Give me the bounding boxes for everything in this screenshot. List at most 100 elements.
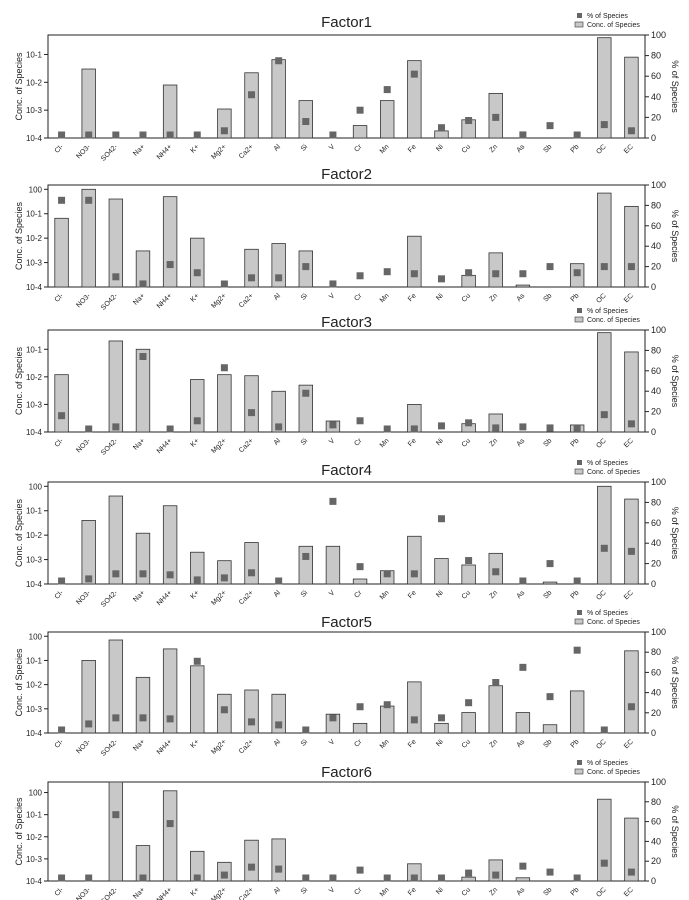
y-tick-label: 10-4 xyxy=(26,580,43,589)
y-tick-label: 10-1 xyxy=(26,811,43,820)
category-label: Ni xyxy=(435,738,445,748)
y-tick-label: 10-1 xyxy=(26,210,43,219)
legend-swatch xyxy=(574,768,584,775)
pct-marker xyxy=(112,570,120,578)
conc-bar xyxy=(217,693,232,734)
conc-bar xyxy=(108,198,124,288)
conc-bar xyxy=(108,495,124,585)
pct-marker xyxy=(627,263,635,271)
category-label: Al xyxy=(273,437,283,447)
pct-marker xyxy=(220,871,228,879)
category-label: Mg2+ xyxy=(210,589,227,606)
conc-bar xyxy=(108,639,124,734)
y2-axis-label: % of Species xyxy=(670,805,680,858)
pct-marker xyxy=(85,575,93,583)
conc-bar xyxy=(407,235,422,288)
legend-swatch xyxy=(574,468,584,475)
pct-marker xyxy=(166,131,174,139)
y2-tick-label: 0 xyxy=(651,282,656,292)
pct-marker xyxy=(546,263,554,271)
category-label: EC xyxy=(623,589,635,601)
conc-bar xyxy=(597,332,612,433)
y-axis-label: Conc. of Species xyxy=(14,201,24,270)
category-label: Mg2+ xyxy=(210,886,227,900)
pct-marker xyxy=(492,568,500,576)
legend-label-conc: Conc. of Species xyxy=(587,619,640,626)
panel-title: Factor6 xyxy=(321,764,372,781)
y2-tick-label: 80 xyxy=(651,797,661,807)
y2-axis-label: % of Species xyxy=(670,355,680,408)
pct-marker xyxy=(546,424,554,432)
conc-bar xyxy=(81,660,96,734)
category-label: Cu xyxy=(461,292,472,303)
pct-marker xyxy=(383,874,391,882)
pct-marker xyxy=(112,423,120,431)
pct-marker xyxy=(546,868,554,876)
category-label: Cr xyxy=(353,738,364,749)
category-label: Al xyxy=(273,738,283,748)
category-label: Ca2+ xyxy=(238,738,255,755)
category-label: Al xyxy=(273,589,283,599)
category-label: OC xyxy=(595,437,607,449)
category-label: NO3- xyxy=(75,437,92,454)
category-label: NO3- xyxy=(75,143,92,160)
pct-marker xyxy=(492,113,500,121)
pct-marker xyxy=(519,577,527,585)
category-label: Zn xyxy=(488,292,499,303)
category-label: SO42- xyxy=(100,292,120,312)
conc-bar xyxy=(624,650,639,734)
legend-label-pct: % of Species xyxy=(587,13,628,20)
y2-tick-label: 60 xyxy=(651,518,661,528)
category-label: NH4+ xyxy=(156,292,174,310)
pct-marker xyxy=(627,868,635,876)
conc-bar xyxy=(461,876,476,882)
y-tick-label: 100 xyxy=(29,632,43,641)
category-label: Ni xyxy=(435,886,445,896)
category-label: Mn xyxy=(379,589,391,601)
category-label: Mn xyxy=(379,292,391,304)
legend-swatch xyxy=(574,316,584,323)
category-label: Ni xyxy=(435,143,445,153)
category-label: Ca2+ xyxy=(238,292,255,309)
y-tick-label: 10-3 xyxy=(26,106,43,115)
pct-marker xyxy=(519,423,527,431)
plot-frame xyxy=(47,329,646,433)
category-label: Pb xyxy=(570,886,581,897)
pct-marker xyxy=(85,131,93,139)
pct-marker xyxy=(573,577,581,585)
conc-bar xyxy=(162,648,178,734)
conc-bar xyxy=(81,68,96,139)
category-label: Fe xyxy=(407,143,418,154)
conc-bar xyxy=(81,188,96,288)
pct-marker xyxy=(573,424,581,432)
pct-marker xyxy=(519,862,527,870)
pct-marker xyxy=(465,699,473,707)
y2-tick-label: 0 xyxy=(651,876,656,886)
category-label: SO42- xyxy=(100,143,120,163)
y2-tick-label: 100 xyxy=(651,180,666,190)
category-label: Si xyxy=(300,292,310,302)
y-tick-label: 100 xyxy=(29,789,43,798)
pct-marker xyxy=(58,196,66,204)
y2-tick-label: 80 xyxy=(651,647,661,657)
conc-bar xyxy=(325,545,341,585)
category-label: OC xyxy=(595,886,607,898)
category-label: Mn xyxy=(379,437,391,449)
legend-label-conc: Conc. of Species xyxy=(587,22,640,29)
conc-bar xyxy=(624,56,639,139)
pct-marker xyxy=(573,874,581,882)
pct-marker xyxy=(112,811,120,819)
category-label: K+ xyxy=(190,738,201,749)
pct-marker xyxy=(356,417,364,425)
pct-marker xyxy=(546,560,554,568)
pct-marker xyxy=(220,127,228,135)
conc-bar xyxy=(244,839,259,882)
pct-marker xyxy=(410,70,418,78)
factor-panel: Factor3 10-4 10-3 10-2 10-1 0 20 40 60 80 100 Conc.… xyxy=(14,308,680,457)
pct-marker xyxy=(546,122,554,130)
conc-bar xyxy=(135,676,151,734)
factor-panel: Factor5 10-4 10-3 10-2 10-1 100 0 20 40 60 80 100 Co… xyxy=(14,610,680,758)
category-label: SO42- xyxy=(100,886,120,900)
panel-title: Factor5 xyxy=(321,614,372,631)
pct-marker xyxy=(356,703,364,711)
